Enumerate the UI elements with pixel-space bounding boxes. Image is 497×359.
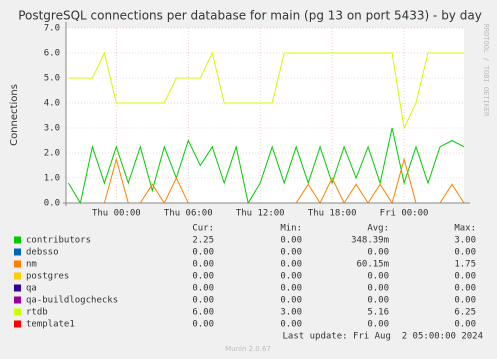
legend-swatch	[14, 296, 21, 304]
footer: Munin 2.0.67	[225, 345, 271, 353]
legend-stat: 6.25	[454, 308, 476, 318]
legend-stat: 0.00	[454, 320, 476, 330]
legend-stat: 0.00	[192, 284, 214, 294]
legend-header: Min:	[280, 224, 302, 234]
watermark: RRDTOOL / TOBI OETIKER	[482, 24, 490, 118]
legend-stat: 0.00	[192, 272, 214, 282]
y-tick-label: 6.0	[44, 49, 60, 59]
legend-stat: 0.00	[367, 272, 389, 282]
legend-stat: 0.00	[280, 320, 302, 330]
x-tick-label: Fri 00:00	[380, 209, 429, 219]
legend-stat: 0.00	[192, 296, 214, 306]
legend-stat: 0.00	[192, 260, 214, 270]
legend-swatch	[14, 248, 21, 256]
series-line	[67, 127, 465, 205]
legend-swatch	[14, 272, 21, 280]
legend-stat: 60.15m	[356, 260, 389, 270]
legend-stat: 0.00	[280, 260, 302, 270]
x-tick-label: Thu 12:00	[236, 209, 285, 219]
legend-stat: 0.00	[367, 296, 389, 306]
y-tick-label: 5.0	[44, 74, 60, 84]
y-tick-label: 4.0	[44, 99, 60, 109]
legend-stat: 0.00	[367, 284, 389, 294]
legend-stat: 1.75	[454, 260, 476, 270]
legend-stat: 0.00	[454, 248, 476, 258]
legend-stat: 0.00	[280, 284, 302, 294]
legend-stat: 348.39m	[351, 236, 389, 246]
series-line	[68, 51, 464, 130]
legend-stat: 0.00	[367, 320, 389, 330]
legend-swatch	[14, 308, 21, 316]
legend-swatch	[14, 320, 21, 328]
legend-stat: 6.00	[192, 308, 214, 318]
y-tick-label: 7.0	[44, 24, 60, 34]
legend-entry: qa	[26, 284, 37, 294]
last-update: Last update: Fri Aug 2 05:00:00 2024	[283, 332, 483, 342]
legend-swatch	[14, 284, 21, 292]
y-tick-label: 3.0	[44, 124, 60, 134]
legend-entry: contributors	[26, 236, 91, 246]
legend-swatch	[14, 260, 21, 268]
legend-entry: rtdb	[26, 308, 48, 318]
legend-stat: 0.00	[192, 320, 214, 330]
legend-header: Avg:	[367, 224, 389, 234]
chart-title: PostgreSQL connections per database for …	[18, 9, 482, 23]
legend-stat: 3.00	[454, 236, 476, 246]
legend-stat: 0.00	[192, 248, 214, 258]
legend-swatch	[14, 236, 21, 244]
y-tick-label: 0.0	[44, 199, 60, 209]
legend-stat: 2.25	[192, 236, 214, 246]
legend-entry: postgres	[26, 272, 69, 282]
legend-header: Max:	[454, 224, 476, 234]
legend-entry: qa-buildlogchecks	[26, 296, 118, 306]
legend-header: Cur:	[192, 224, 214, 234]
x-tick-label: Thu 18:00	[308, 209, 357, 219]
legend-stat: 3.00	[280, 308, 302, 318]
legend-stat: 0.00	[280, 296, 302, 306]
y-tick-label: 2.0	[44, 149, 60, 159]
legend-stat: 0.00	[280, 272, 302, 282]
legend-entry: template1	[26, 320, 75, 330]
legend-stat: 0.00	[454, 284, 476, 294]
legend-stat: 0.00	[280, 248, 302, 258]
plot-area	[66, 28, 464, 203]
legend-stat: 0.00	[280, 236, 302, 246]
legend-stat: 0.00	[367, 248, 389, 258]
legend-entry: debsso	[26, 248, 59, 258]
y-tick-label: 1.0	[44, 174, 60, 184]
x-tick-label: Thu 00:00	[92, 209, 141, 219]
legend-stat: 0.00	[454, 296, 476, 306]
legend-stat: 0.00	[454, 272, 476, 282]
x-tick-label: Thu 06:00	[164, 209, 213, 219]
legend-stat: 5.16	[367, 308, 389, 318]
legend-entry: nm	[26, 260, 37, 270]
y-axis-label: Connections	[9, 84, 20, 146]
